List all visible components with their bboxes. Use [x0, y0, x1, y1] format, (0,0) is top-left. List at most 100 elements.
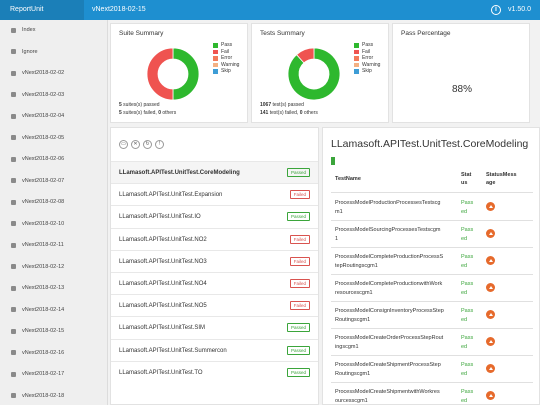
sidebar-item[interactable]: vNext2018-02-08	[0, 192, 108, 212]
suite-passed-text: suites(s) passed	[121, 102, 160, 108]
legend-swatch-skip	[354, 69, 359, 74]
status-badge: Passed	[286, 168, 310, 177]
step-name-line1: ProcessModelCompleteProductionProcessS	[335, 254, 444, 260]
test-row[interactable]: LLamasoft.APITest.UnitTest.NO3 Failed	[111, 249, 318, 272]
warning-icon[interactable]: !	[155, 140, 164, 149]
sidebar-item[interactable]: vNext2018-02-17	[0, 364, 108, 384]
test-row[interactable]: LLamasoft.APITest.UnitTest.TO Passed	[111, 360, 318, 383]
sidebar-item[interactable]: vNext2018-02-15	[0, 321, 108, 341]
column-header-status: Stat us	[461, 171, 471, 187]
step-status-line2: ed	[461, 344, 468, 350]
step-name-line2: resourcescgm1	[335, 290, 373, 296]
tests-donut-chart	[287, 47, 341, 101]
warning-icon	[486, 310, 495, 319]
legend-swatch-fail	[354, 49, 359, 54]
step-name: ProcessModelConsignInventoryProcessStep R…	[335, 307, 455, 325]
suite-slice-pass[interactable]	[172, 47, 200, 101]
warning-icon	[486, 202, 495, 211]
sidebar-item[interactable]: vNext2018-02-02	[0, 63, 108, 83]
detail-status-indicator	[331, 157, 335, 165]
detail-title: LLamasoft.APITest.UnitTest.CoreModeling	[331, 138, 529, 150]
warning-icon	[486, 337, 495, 346]
test-row[interactable]: LLamasoft.APITest.UnitTest.NO2 Failed	[111, 227, 318, 250]
step-status: Pass ed	[461, 388, 475, 404]
suite-failed-text: suites(s) failed,	[121, 110, 159, 116]
legend-label-skip: Skip	[221, 68, 231, 74]
version-label: v1.50.0	[508, 6, 531, 13]
tests-summary-title: Tests Summary	[260, 30, 305, 37]
refresh-icon[interactable]: ↻	[143, 140, 152, 149]
status-badge: Passed	[286, 212, 310, 222]
pass-percentage-card: Pass Percentage 88%	[392, 23, 530, 139]
test-name: LLamasoft.APITest.UnitTest.NO3	[119, 258, 207, 265]
brand-logo[interactable]: ReportUnit	[0, 0, 84, 20]
tests-slice-fail[interactable]	[296, 47, 315, 64]
sidebar-item-label: vNext2018-02-10	[22, 220, 65, 227]
table-row-divider	[331, 382, 533, 383]
test-row[interactable]: LLamasoft.APITest.UnitTest.IO Passed	[111, 205, 318, 227]
sidebar-item[interactable]: Index	[0, 20, 108, 40]
sidebar-item[interactable]: vNext2018-02-05	[0, 128, 108, 148]
sidebar-item-icon	[11, 221, 16, 226]
sidebar-item[interactable]: vNext2018-02-03	[0, 85, 108, 105]
clear-icon[interactable]: ✕	[131, 140, 140, 149]
sidebar-item-icon	[11, 371, 16, 377]
info-icon[interactable]: i	[491, 5, 501, 15]
legend-swatch-skip	[213, 69, 218, 74]
sidebar-item-label: vNext2018-02-13	[22, 285, 65, 291]
suite-donut-chart	[146, 47, 200, 101]
test-row[interactable]: LLamasoft.APITest.UnitTest.Expansion Fail…	[111, 183, 318, 205]
test-row[interactable]: LLamasoft.APITest.UnitTest.Summercon Pass…	[111, 338, 318, 361]
sidebar-item[interactable]: Ignore	[0, 42, 108, 62]
folder-icon[interactable]: ▭	[119, 140, 128, 149]
test-row[interactable]: LLamasoft.APITest.UnitTest.CoreModeling P…	[111, 161, 318, 183]
sidebar-item[interactable]: vNext2018-02-04	[0, 106, 108, 126]
tests-failed-line: 141 test(s) failed, 0 others	[260, 110, 318, 116]
step-status: Pass ed	[461, 226, 475, 244]
test-name: LLamasoft.APITest.UnitTest.IO	[119, 214, 201, 221]
step-name-line1: ProcessModelCompleteProductionwithWork	[335, 281, 443, 287]
legend-item-fail: Fail	[354, 49, 380, 56]
step-status-line1: Pass	[461, 389, 474, 395]
step-status-line1: Pass	[461, 254, 474, 260]
tests-slice-pass[interactable]	[287, 47, 341, 101]
legend-swatch-warning	[213, 62, 218, 67]
suite-failed-line: 5 suites(s) failed, 0 others	[119, 110, 176, 116]
step-name-line1: ProcessModelConsignInventoryProcessStep	[335, 308, 444, 314]
sidebar-item[interactable]: vNext2018-02-14	[0, 300, 108, 320]
sidebar-item-label: vNext2018-02-02	[22, 70, 65, 76]
test-name: LLamasoft.APITest.UnitTest.CoreModeling	[119, 170, 240, 176]
legend-item-fail: Fail	[213, 49, 239, 56]
sidebar-item[interactable]: vNext2018-02-07	[0, 171, 108, 191]
sidebar-item-label: vNext2018-02-11	[22, 242, 64, 248]
column-header-message-line2: age	[486, 180, 496, 186]
step-name-line1: ProcessModelProductionProcessesTestscg	[335, 200, 441, 206]
step-status: Pass ed	[461, 199, 475, 217]
column-header-status-line1: Stat	[461, 172, 472, 178]
sidebar-item[interactable]: vNext2018-02-11	[0, 235, 108, 255]
sidebar-item[interactable]: vNext2018-02-10	[0, 214, 108, 234]
sidebar-item[interactable]: vNext2018-02-13	[0, 278, 108, 298]
sidebar-item-label: vNext2018-02-06	[22, 156, 65, 162]
test-name: LLamasoft.APITest.UnitTest.Expansion	[119, 192, 223, 199]
tests-summary-card: Tests Summary Pass Fail Error Warning Skip 1…	[251, 23, 389, 123]
legend-item-error: Error	[213, 55, 239, 62]
sidebar-item-label: vNext2018-02-04	[22, 113, 65, 119]
warning-icon	[486, 256, 495, 265]
step-name-line2: 1	[335, 236, 339, 242]
sidebar-item-icon	[11, 350, 16, 355]
sidebar-item[interactable]: vNext2018-02-06	[0, 149, 108, 169]
test-row[interactable]: LLamasoft.APITest.UnitTest.SIM Passed	[111, 316, 318, 338]
test-row[interactable]: LLamasoft.APITest.UnitTest.NO5 Failed	[111, 294, 318, 316]
status-badge: Passed	[286, 345, 310, 355]
sidebar-item[interactable]: vNext2018-02-18	[0, 386, 108, 405]
suite-slice-fail[interactable]	[146, 47, 174, 101]
legend-label-pass: Pass	[362, 42, 374, 48]
sidebar-item[interactable]: vNext2018-02-12	[0, 257, 108, 277]
table-row-divider	[331, 328, 533, 329]
step-status-line2: ed	[461, 398, 468, 404]
test-row[interactable]: LLamasoft.APITest.UnitTest.NO4 Failed	[111, 272, 318, 294]
sidebar-item[interactable]: vNext2018-02-16	[0, 343, 108, 363]
sidebar-item-icon	[11, 242, 16, 248]
tests-passed-line: 1067 test(s) passed	[260, 102, 304, 108]
